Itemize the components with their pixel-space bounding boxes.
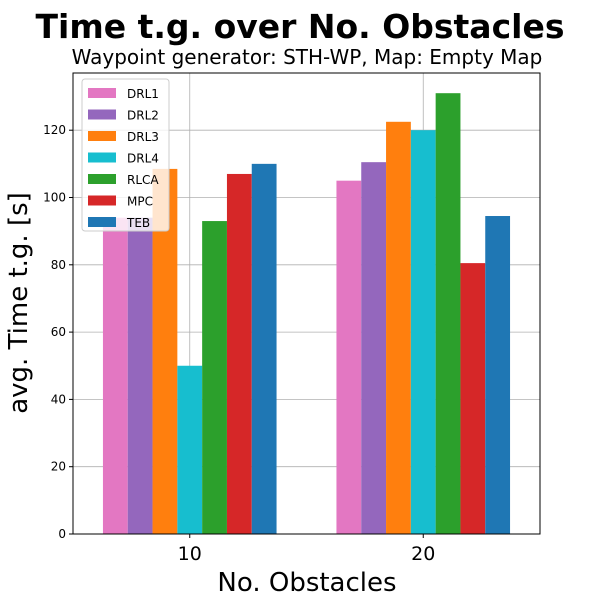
legend-swatch: [88, 152, 116, 163]
chart-subtitle: Waypoint generator: STH-WP, Map: Empty M…: [72, 45, 543, 69]
bar-teb-20: [485, 216, 511, 534]
bar-drl2-20: [361, 162, 387, 534]
y-tick-label: 40: [51, 392, 66, 406]
chart-title: Time t.g. over No. Obstacles: [36, 7, 565, 46]
x-axis-label: No. Obstacles: [217, 568, 396, 598]
x-tick-label: 20: [411, 543, 435, 565]
bar-teb-10: [251, 163, 277, 535]
y-ticks: 0 20 40 60 80 100 120: [43, 123, 73, 541]
bar-drl2-10: [127, 217, 153, 535]
legend-swatch: [88, 195, 116, 206]
legend-swatch: [88, 131, 116, 141]
bar-drl1-20: [336, 180, 362, 534]
legend-swatch: [88, 109, 116, 120]
plot-frame: [72, 72, 541, 535]
x-ticks: 10 20: [178, 534, 435, 565]
bar-mpc-20: [460, 263, 486, 534]
bar-mpc-10: [226, 173, 252, 534]
bar-drl4-20: [410, 130, 436, 534]
legend-label: DRL4: [127, 152, 159, 166]
bar-drl4-10: [177, 365, 203, 534]
legend-label: DRL3: [127, 130, 159, 144]
y-tick-label: 100: [43, 191, 66, 205]
legend-label: RLCA: [127, 173, 159, 187]
bar-drl1-10: [102, 217, 128, 535]
legend-swatch: [88, 88, 116, 98]
legend-label: MPC: [127, 195, 153, 209]
bar-rlca-10: [202, 221, 227, 534]
y-tick-label: 0: [58, 527, 66, 541]
legend-label: DRL1: [127, 87, 159, 101]
y-axis-label: avg. Time t.g. [s]: [4, 192, 34, 414]
y-tick-label: 80: [51, 258, 66, 272]
legend: DRL1 DRL2 DRL3 DRL4 RLCA MPC TEB: [81, 78, 170, 232]
bar-rlca-20: [435, 93, 461, 534]
bars: [102, 93, 511, 535]
legend-swatch: [88, 174, 116, 184]
legend-label: DRL2: [127, 109, 159, 123]
y-tick-label: 20: [51, 460, 66, 474]
y-tick-label: 120: [43, 123, 66, 137]
legend-swatch: [88, 217, 116, 227]
y-tick-label: 60: [51, 325, 66, 339]
legend-label: TEB: [126, 216, 150, 230]
bar-drl3-20: [386, 121, 411, 535]
x-tick-label: 10: [178, 543, 202, 565]
